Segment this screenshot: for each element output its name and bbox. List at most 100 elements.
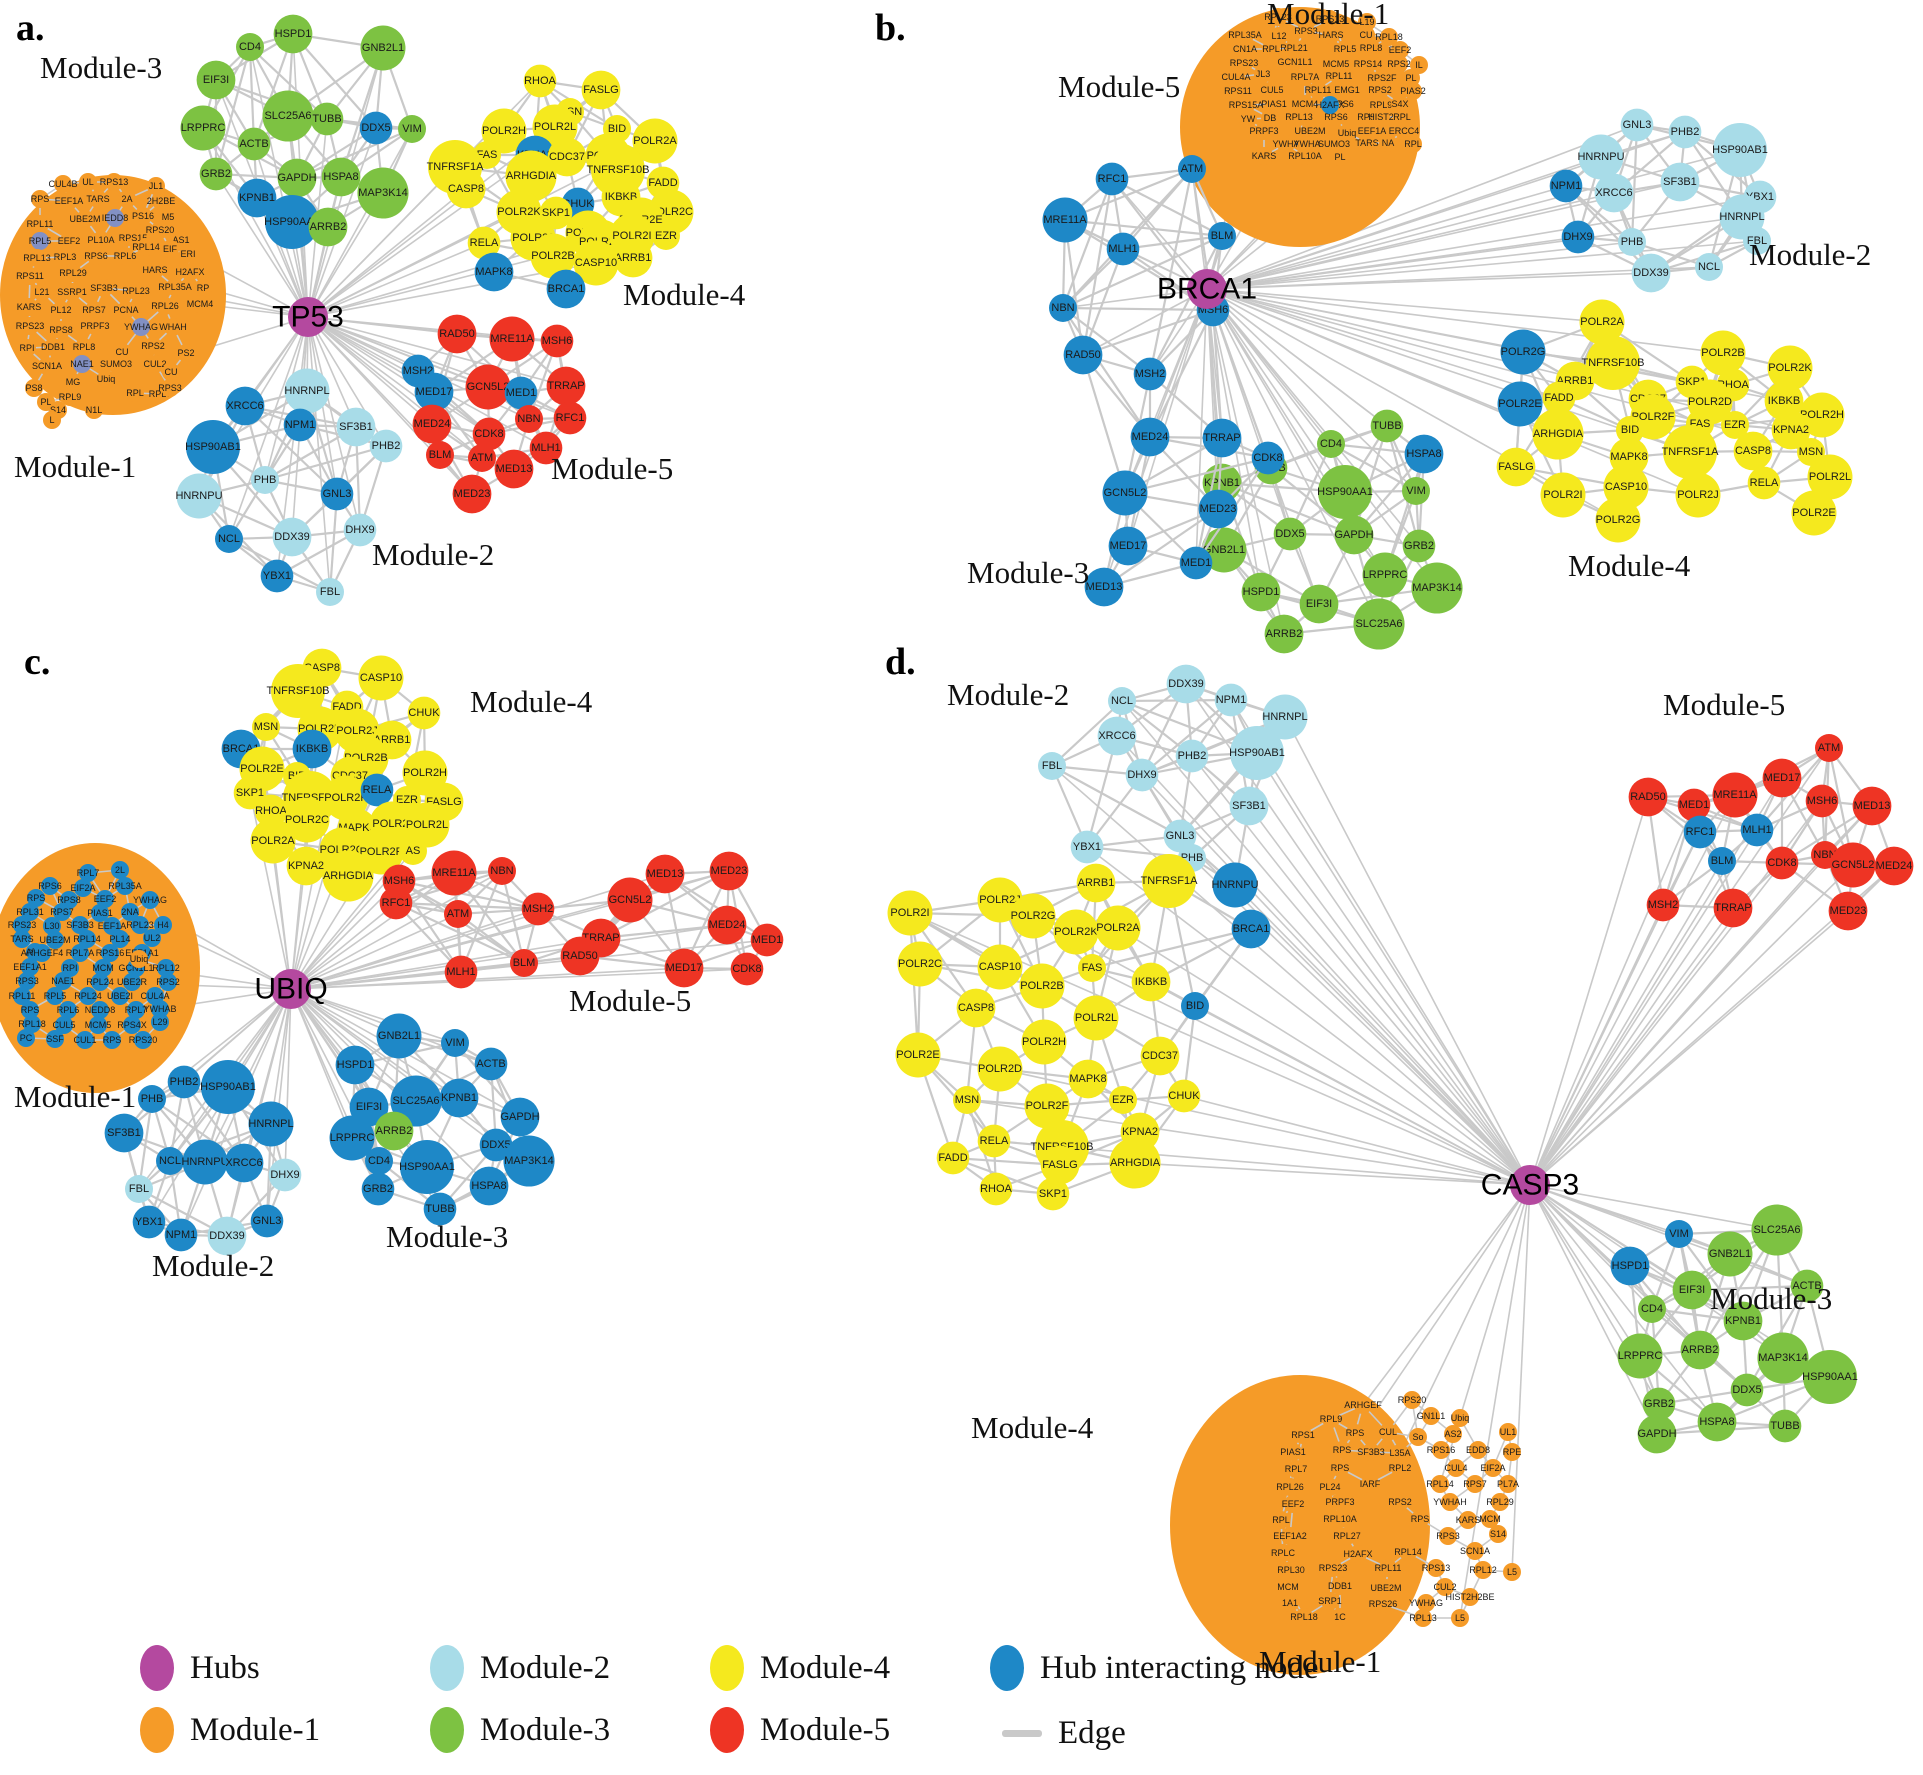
- graph-node[interactable]: DDX39: [1166, 664, 1206, 704]
- graph-node[interactable]: S4X: [1391, 95, 1409, 113]
- graph-node[interactable]: POLR2I: [887, 890, 933, 936]
- graph-node[interactable]: EZR: [1109, 1086, 1137, 1114]
- graph-node[interactable]: ARHGDIA: [1109, 1137, 1161, 1189]
- graph-node[interactable]: CUL: [1379, 1423, 1397, 1441]
- graph-node[interactable]: SF3B1: [1229, 786, 1269, 826]
- graph-node[interactable]: GCN5L2: [1830, 842, 1876, 888]
- graph-node[interactable]: BRCA1: [1231, 909, 1271, 949]
- graph-node[interactable]: TRRAP: [1202, 418, 1242, 458]
- graph-node[interactable]: HSPA8: [1697, 1402, 1737, 1442]
- graph-node[interactable]: POLR2J: [1675, 472, 1721, 518]
- graph-node[interactable]: PHB: [1618, 228, 1646, 256]
- hub-node[interactable]: CASP3: [1481, 1165, 1579, 1205]
- graph-node[interactable]: NPM1: [1214, 683, 1248, 717]
- graph-node[interactable]: GAPDH: [1334, 515, 1374, 555]
- graph-node[interactable]: HSP90AB1: [1712, 123, 1768, 177]
- graph-node[interactable]: SKP1: [1036, 1177, 1070, 1211]
- graph-node[interactable]: DDX5: [1730, 1373, 1764, 1407]
- graph-node[interactable]: POLR2L: [1073, 995, 1119, 1041]
- graph-node[interactable]: RAD50: [1063, 335, 1103, 375]
- graph-node[interactable]: CHUK: [1167, 1079, 1201, 1113]
- graph-node[interactable]: NCL: [1695, 253, 1723, 281]
- graph-node[interactable]: RPL: [1272, 1511, 1290, 1529]
- graph-node[interactable]: FADD: [936, 1141, 970, 1175]
- graph-node[interactable]: RAD50: [1628, 777, 1668, 817]
- graph-node[interactable]: PHB2: [1668, 115, 1702, 149]
- graph-node[interactable]: MED23: [1198, 489, 1238, 529]
- graph-node[interactable]: MSH2: [1646, 888, 1680, 922]
- graph-node[interactable]: LRPPRC: [1362, 552, 1408, 598]
- graph-node[interactable]: RFC1: [1683, 815, 1717, 849]
- graph-node[interactable]: HSPD1: [1610, 1246, 1650, 1286]
- graph-node[interactable]: XRCC6: [1097, 716, 1137, 756]
- graph-node[interactable]: Ubiq: [1451, 1409, 1470, 1427]
- graph-node[interactable]: NBN: [1049, 294, 1077, 322]
- graph-node[interactable]: CDC37: [1140, 1036, 1180, 1076]
- graph-node[interactable]: POLR2B: [1019, 963, 1065, 1009]
- graph-node[interactable]: 1A1: [1281, 1594, 1299, 1612]
- graph-node[interactable]: ATM: [1815, 734, 1843, 762]
- graph-node[interactable]: TRRAP: [1713, 888, 1753, 928]
- graph-node[interactable]: ATM: [1178, 155, 1206, 183]
- graph-node[interactable]: VIM: [1402, 477, 1430, 505]
- graph-node[interactable]: POLR2I: [1540, 472, 1586, 518]
- graph-node[interactable]: CASP8: [1733, 431, 1773, 471]
- graph-node[interactable]: FASLG: [1496, 447, 1536, 487]
- graph-node[interactable]: MED13: [1084, 567, 1124, 607]
- graph-node[interactable]: CASP8: [956, 988, 996, 1028]
- graph-node[interactable]: POLR2G: [1595, 497, 1641, 543]
- graph-node[interactable]: SLC25A6: [1751, 1204, 1803, 1256]
- graph-node[interactable]: CD4: [1638, 1295, 1666, 1323]
- graph-node[interactable]: PL: [1331, 148, 1349, 166]
- graph-node[interactable]: MAP3K14: [1757, 1332, 1809, 1384]
- graph-node[interactable]: POLR2B: [1700, 330, 1746, 376]
- graph-node[interactable]: PHB2: [1175, 739, 1209, 773]
- graph-node[interactable]: MED17: [1108, 526, 1148, 566]
- graph-node[interactable]: MED24: [1130, 417, 1170, 457]
- graph-node[interactable]: MRE11A: [1712, 772, 1758, 818]
- graph-node[interactable]: BID: [1181, 992, 1209, 1020]
- graph-node[interactable]: BLM: [1208, 222, 1236, 250]
- graph-node[interactable]: MED1: [1677, 788, 1711, 822]
- graph-node[interactable]: CDK8: [1251, 441, 1285, 475]
- graph-node[interactable]: TUBB: [1768, 1409, 1802, 1443]
- graph-node[interactable]: MAP3K14: [1411, 562, 1463, 614]
- graph-node[interactable]: CD4: [1317, 430, 1345, 458]
- graph-node[interactable]: XRCC6: [1594, 173, 1634, 213]
- graph-node[interactable]: MED1: [1179, 546, 1213, 580]
- graph-node[interactable]: L5: [1451, 1609, 1469, 1627]
- graph-node[interactable]: DHX9: [1125, 758, 1159, 792]
- graph-node[interactable]: MED13: [1852, 786, 1892, 826]
- graph-node[interactable]: POLR2E: [895, 1032, 941, 1078]
- graph-node[interactable]: MSH6: [1805, 784, 1839, 818]
- graph-node[interactable]: MAPK8: [1068, 1059, 1108, 1099]
- graph-node[interactable]: MSH2: [1133, 357, 1167, 391]
- graph-node[interactable]: MED23: [1828, 891, 1868, 931]
- graph-node[interactable]: MLH1: [1106, 232, 1140, 266]
- graph-node[interactable]: DDX5: [1273, 517, 1307, 551]
- graph-node[interactable]: BLM: [1708, 847, 1736, 875]
- graph-node[interactable]: MLH1: [1740, 813, 1774, 847]
- graph-node[interactable]: ARHGDIA: [1532, 408, 1584, 460]
- graph-node[interactable]: YBX1: [1070, 830, 1104, 864]
- graph-node[interactable]: GAPDH: [1637, 1414, 1677, 1454]
- graph-node[interactable]: UL1: [1499, 1423, 1517, 1441]
- graph-node[interactable]: NPM1: [1549, 169, 1583, 203]
- graph-node[interactable]: YW: [1239, 110, 1257, 128]
- graph-node[interactable]: RELA: [1747, 466, 1781, 500]
- graph-node[interactable]: EIF3I: [1299, 584, 1339, 624]
- graph-node[interactable]: EIF2A: [1480, 1459, 1506, 1477]
- graph-node[interactable]: SF3B1: [1660, 162, 1700, 202]
- graph-node[interactable]: POLR2A: [1095, 905, 1141, 951]
- graph-node[interactable]: POLR2E: [1791, 490, 1837, 536]
- graph-node[interactable]: CDK8: [1765, 846, 1799, 880]
- graph-node[interactable]: RELA: [977, 1124, 1011, 1158]
- graph-node[interactable]: GNB2L1: [1707, 1231, 1753, 1277]
- graph-node[interactable]: GNL3: [1620, 108, 1654, 142]
- graph-node[interactable]: IKBKB: [1131, 962, 1171, 1002]
- graph-node[interactable]: POLR2E: [1497, 381, 1543, 427]
- graph-node[interactable]: NA: [1379, 134, 1397, 152]
- graph-node[interactable]: So: [1409, 1428, 1427, 1446]
- graph-node[interactable]: L5: [1503, 1563, 1521, 1581]
- graph-node[interactable]: POLR2G: [1010, 893, 1056, 939]
